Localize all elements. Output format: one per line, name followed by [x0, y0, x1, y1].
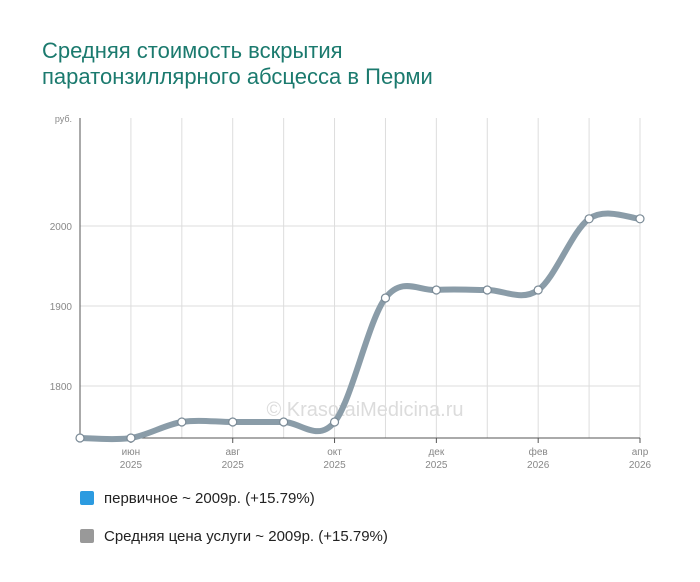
x-tick-label-year: 2025 [323, 460, 346, 471]
x-tick-label-month: окт [327, 447, 342, 458]
legend-label-primary: первичное ~ 2009р. (+15.79%) [104, 489, 315, 507]
x-tick-label-year: 2025 [425, 460, 448, 471]
data-point [126, 433, 136, 443]
y-tick-label: 1800 [50, 382, 73, 393]
data-point [75, 433, 85, 443]
x-tick-label-year: 2026 [527, 460, 550, 471]
y-tick-label: 2000 [50, 222, 73, 233]
legend-label-average: Средняя цена услуги ~ 2009р. (+15.79%) [104, 527, 388, 545]
legend-swatch-average [80, 529, 94, 543]
chart-title: Средняя стоимость вскрытия паратонзилляр… [42, 38, 662, 90]
chart-title-line-1: Средняя стоимость вскрытия [42, 38, 343, 63]
data-point [228, 417, 238, 427]
y-tick-label: 1900 [50, 302, 73, 313]
y-axis-unit-label: руб. [55, 114, 72, 124]
legend-swatch-primary [80, 491, 94, 505]
data-point [635, 214, 645, 224]
data-point [482, 285, 492, 295]
x-tick-label-year: 2026 [629, 460, 652, 471]
line-chart: 1800 1900 2000 руб. июн 2025 авг 2025 окт 2025 дек… [50, 114, 652, 471]
x-tick-label-year: 2025 [222, 460, 245, 471]
data-point [279, 417, 289, 427]
data-point [329, 417, 340, 427]
legend: первичное ~ 2009р. (+15.79%) Средняя цен… [80, 488, 388, 564]
data-point [533, 285, 543, 295]
watermark: © KrasotaiMedicina.ru [266, 399, 463, 421]
x-tick-label-month: дек [428, 447, 444, 458]
x-tick-label-month: апр [632, 447, 649, 458]
data-point [431, 285, 441, 295]
x-tick-label-month: фев [529, 446, 548, 458]
chart-title-line-2: паратонзиллярного абсцесса в Перми [42, 64, 433, 89]
x-tick-label-year: 2025 [120, 460, 143, 471]
x-tick-label-month: авг [225, 447, 240, 458]
data-point [177, 417, 187, 427]
data-point [584, 214, 594, 224]
legend-item-average: Средняя цена услуги ~ 2009р. (+15.79%) [80, 526, 388, 546]
x-tick-label-month: июн [122, 447, 141, 458]
legend-item-primary: первичное ~ 2009р. (+15.79%) [80, 488, 388, 508]
data-point [380, 293, 391, 303]
